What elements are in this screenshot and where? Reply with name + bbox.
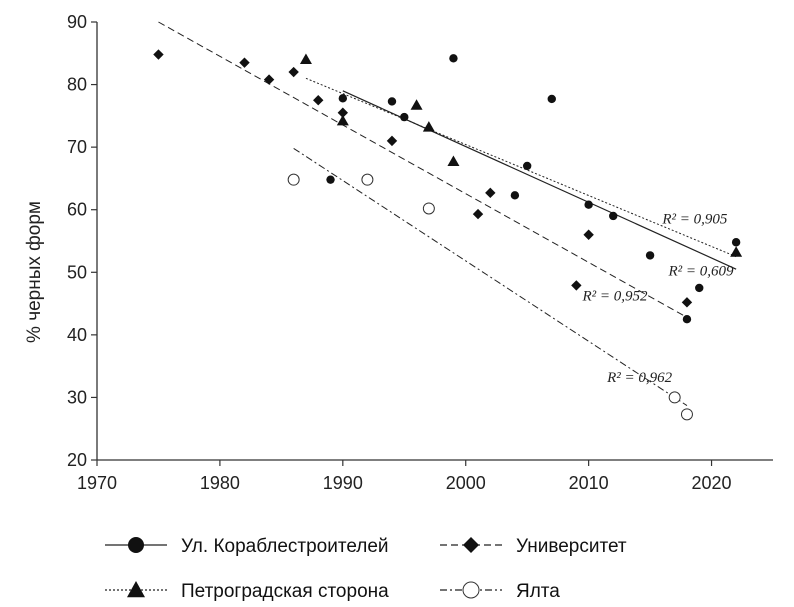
y-tick-label: 60 [67,200,87,220]
y-tick-label: 40 [67,325,87,345]
data-point [387,97,397,106]
data-point [263,74,275,85]
data-point [682,315,692,324]
data-point [730,246,743,257]
legend-marker [128,537,144,553]
data-point [680,408,693,421]
data-point [410,99,423,110]
trend-line [305,77,737,258]
r2-labels: R² = 0,609 R² = 0,952 R² = 0,905 R² = 0,962 [581,211,734,385]
legend-marker [463,537,479,553]
data-point [609,211,618,221]
r2-label: R² = 0,962 [606,370,673,386]
data-point [386,135,398,147]
data-point [547,94,556,104]
trend-line [293,147,688,406]
legend-item: Ул. Кораблестроителей [105,536,389,557]
y-tick-label: 70 [67,137,87,157]
data-point [239,57,250,68]
legend-item: Петроградская сторона [105,581,389,602]
legend-marker [462,581,480,599]
trend-lines [158,21,737,406]
y-tick-label: 20 [67,450,87,470]
x-tick-label: 2020 [692,473,732,493]
r2-label: R² = 0,952 [581,288,648,304]
data-point [668,391,681,404]
data-point [522,161,532,171]
data-point [731,238,741,247]
data-point [361,173,374,186]
x-tick-label: 1980 [200,473,240,493]
y-axis-title: % черных форм [24,201,45,343]
x-tick-label: 1990 [323,473,363,493]
legend-item: Университет [440,536,627,557]
data-point [153,49,164,60]
y-tick-label: 80 [67,75,87,95]
data-point [510,191,520,200]
legend: Ул. Кораблестроителей Университет Петрогра… [105,536,627,602]
trend-line [342,90,737,270]
data-point [287,173,300,186]
y-tick-label: 50 [67,262,87,282]
x-tick-label: 2010 [569,473,609,493]
data-point [337,107,349,118]
data-point [447,155,460,167]
data-point [681,297,693,308]
data-point [571,280,582,291]
data-points [153,49,743,421]
data-point [449,54,458,63]
x-tick-label: 2000 [446,473,486,493]
x-tick-label: 1970 [77,473,117,493]
data-point [695,283,704,293]
legend-marker [127,581,145,598]
data-point [472,208,484,220]
data-point [584,200,593,209]
data-point [583,229,594,240]
r2-label: R² = 0,905 [661,211,728,227]
data-point [645,251,655,260]
data-point [326,175,335,184]
y-tick-label: 90 [67,12,87,32]
data-point [485,187,496,199]
data-point [336,114,349,126]
data-point [299,53,312,65]
data-point [338,94,348,103]
data-point [400,112,409,122]
legend-label: Университет [516,536,627,557]
legend-label: Ул. Кораблестроителей [181,536,389,557]
legend-label: Петроградская сторона [181,581,389,602]
legend-item: Ялта [440,581,560,602]
y-tick-label: 30 [67,387,87,407]
data-point [313,95,324,106]
r2-label: R² = 0,609 [668,263,735,279]
trend-line [158,21,688,318]
legend-label: Ялта [516,581,560,602]
data-point [422,202,435,215]
data-point [422,121,435,132]
data-point [288,66,299,78]
